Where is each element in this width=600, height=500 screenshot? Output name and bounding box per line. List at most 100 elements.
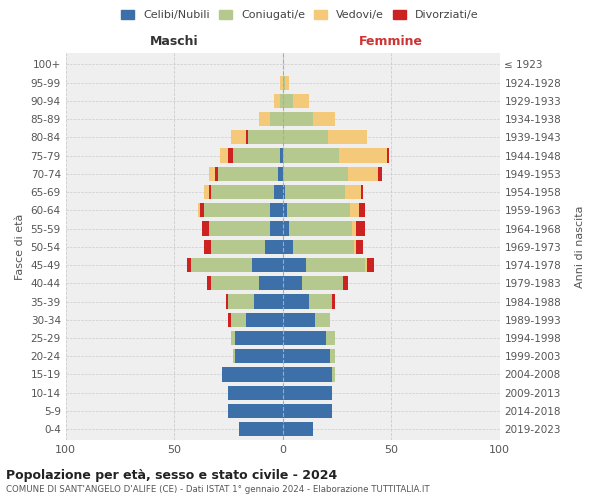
Bar: [283, 368, 332, 382]
Bar: [283, 203, 287, 218]
Bar: [202, 222, 209, 235]
Text: Femmine: Femmine: [359, 35, 423, 48]
Bar: [211, 185, 274, 199]
Bar: [248, 130, 283, 144]
Bar: [259, 112, 269, 126]
Bar: [359, 203, 365, 218]
Text: COMUNE DI SANT'ANGELO D'ALIFE (CE) - Dati ISTAT 1° gennaio 2024 - Elaborazione T: COMUNE DI SANT'ANGELO D'ALIFE (CE) - Dat…: [6, 485, 430, 494]
Bar: [215, 166, 218, 181]
Bar: [283, 404, 332, 418]
Bar: [218, 166, 278, 181]
Bar: [313, 112, 335, 126]
Bar: [378, 166, 382, 181]
Bar: [354, 240, 356, 254]
Bar: [229, 386, 283, 400]
Bar: [283, 94, 293, 108]
Bar: [307, 258, 365, 272]
Bar: [229, 148, 233, 162]
Bar: [293, 240, 354, 254]
Bar: [230, 331, 235, 345]
Bar: [347, 166, 378, 181]
Bar: [283, 240, 293, 254]
Bar: [367, 258, 374, 272]
Legend: Celibi/Nubili, Coniugati/e, Vedovi/e, Divorziati/e: Celibi/Nubili, Coniugati/e, Vedovi/e, Di…: [117, 6, 483, 25]
Bar: [229, 404, 283, 418]
Bar: [283, 76, 285, 90]
Bar: [339, 148, 387, 162]
Y-axis label: Fasce di età: Fasce di età: [15, 214, 25, 280]
Bar: [283, 148, 339, 162]
Bar: [220, 148, 229, 162]
Bar: [293, 94, 308, 108]
Bar: [205, 240, 211, 254]
Bar: [302, 276, 343, 290]
Bar: [226, 294, 229, 308]
Bar: [289, 222, 352, 235]
Bar: [332, 368, 335, 382]
Bar: [246, 130, 248, 144]
Bar: [280, 148, 283, 162]
Bar: [283, 258, 307, 272]
Bar: [269, 222, 283, 235]
Bar: [278, 166, 283, 181]
Bar: [356, 240, 363, 254]
Bar: [328, 130, 367, 144]
Bar: [283, 386, 332, 400]
Bar: [285, 185, 346, 199]
Bar: [283, 166, 347, 181]
Bar: [269, 203, 283, 218]
Bar: [283, 276, 302, 290]
Bar: [283, 222, 289, 235]
Bar: [287, 203, 350, 218]
Bar: [239, 422, 283, 436]
Bar: [269, 112, 283, 126]
Bar: [280, 76, 283, 90]
Bar: [198, 203, 200, 218]
Bar: [283, 294, 308, 308]
Bar: [283, 331, 326, 345]
Bar: [365, 258, 367, 272]
Bar: [332, 294, 335, 308]
Bar: [235, 331, 283, 345]
Bar: [387, 148, 389, 162]
Bar: [283, 130, 328, 144]
Bar: [283, 185, 285, 199]
Bar: [211, 240, 265, 254]
Bar: [308, 294, 332, 308]
Bar: [259, 276, 283, 290]
Bar: [222, 368, 283, 382]
Y-axis label: Anni di nascita: Anni di nascita: [575, 206, 585, 288]
Bar: [200, 203, 205, 218]
Bar: [209, 222, 269, 235]
Bar: [206, 276, 211, 290]
Bar: [230, 130, 246, 144]
Bar: [211, 276, 259, 290]
Bar: [252, 258, 283, 272]
Bar: [191, 258, 252, 272]
Bar: [246, 312, 283, 327]
Bar: [352, 222, 356, 235]
Bar: [233, 148, 280, 162]
Bar: [361, 185, 363, 199]
Bar: [274, 185, 283, 199]
Bar: [205, 185, 209, 199]
Bar: [356, 222, 365, 235]
Bar: [265, 240, 283, 254]
Bar: [285, 76, 289, 90]
Bar: [187, 258, 191, 272]
Bar: [229, 294, 254, 308]
Bar: [209, 166, 215, 181]
Bar: [205, 203, 269, 218]
Bar: [343, 276, 347, 290]
Bar: [331, 349, 335, 364]
Bar: [315, 312, 331, 327]
Bar: [209, 185, 211, 199]
Text: Popolazione per età, sesso e stato civile - 2024: Popolazione per età, sesso e stato civil…: [6, 470, 337, 482]
Bar: [350, 203, 359, 218]
Text: Maschi: Maschi: [150, 35, 199, 48]
Bar: [283, 349, 331, 364]
Bar: [235, 349, 283, 364]
Bar: [283, 112, 313, 126]
Bar: [233, 349, 235, 364]
Bar: [283, 312, 315, 327]
